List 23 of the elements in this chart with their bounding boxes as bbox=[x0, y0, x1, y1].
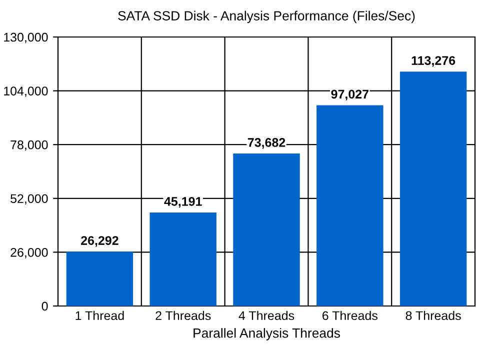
data-label: 73,682 bbox=[248, 138, 286, 149]
y-tick-label: 78,000 bbox=[10, 140, 48, 151]
data-label: 45,191 bbox=[164, 197, 202, 208]
x-tick-label: 6 Threads bbox=[322, 310, 378, 320]
x-axis-title: Parallel Analysis Threads bbox=[194, 328, 340, 340]
bar bbox=[66, 252, 134, 306]
chart-title: SATA SSD Disk - Analysis Performance (Files/Sec) bbox=[118, 10, 415, 24]
bar bbox=[150, 212, 216, 306]
x-tick-label: 8 Threads bbox=[406, 310, 461, 320]
y-tick-label: 104,000 bbox=[4, 86, 48, 97]
y-tick-label: 52,000 bbox=[10, 194, 48, 205]
x-tick-label: 1 Thread bbox=[76, 310, 124, 320]
data-label: 26,292 bbox=[81, 236, 118, 247]
bar bbox=[233, 154, 300, 306]
y-tick-label: 0 bbox=[42, 302, 48, 311]
data-label: 97,027 bbox=[331, 90, 368, 100]
y-tick-label: 130,000 bbox=[4, 32, 48, 44]
x-tick-label: 4 Threads bbox=[238, 310, 294, 320]
y-tick-label: 26,000 bbox=[10, 248, 48, 258]
bar bbox=[400, 72, 467, 306]
data-label: 113,276 bbox=[412, 56, 456, 67]
x-tick-label: 2 Threads bbox=[156, 310, 211, 320]
bar bbox=[316, 105, 384, 306]
